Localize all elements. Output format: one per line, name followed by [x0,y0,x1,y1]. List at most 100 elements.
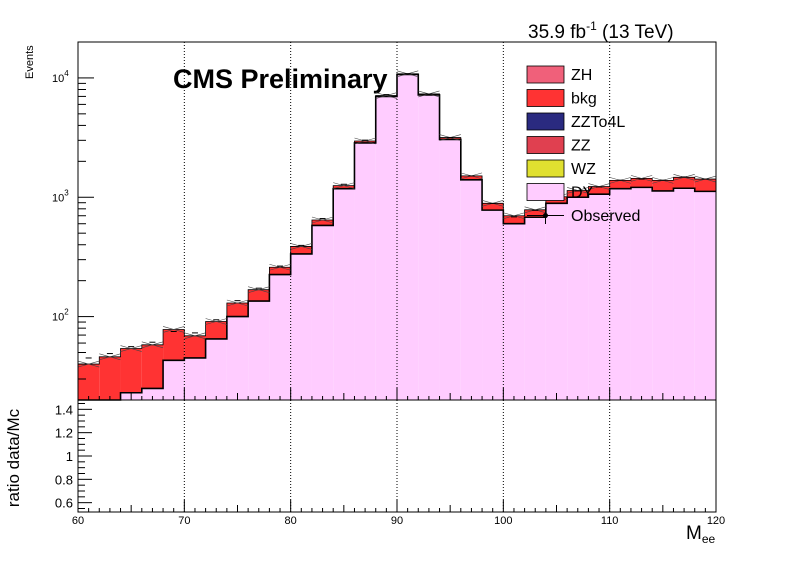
mc-uncertainty [354,137,376,145]
x-tick-label: 90 [391,515,403,527]
mc-uncertainty [290,243,313,250]
bkg-bar [673,177,695,189]
bkg-bar [99,356,121,400]
ratio-y-tick-label: 1 [66,449,73,464]
bkg-bar [652,180,674,191]
y-tick-label: 102 [52,308,69,324]
y-tick-label: 104 [52,69,69,85]
bkg-bar [120,348,142,393]
total-outline [78,73,716,365]
dy-bar [184,357,206,400]
dy-bar [375,96,397,400]
bkg-bar [141,344,164,389]
bkg-bar [354,140,376,143]
bottom-grid [183,400,611,512]
dy-bar [141,388,164,400]
bkg-bar [269,267,291,275]
mc-uncertainty [503,212,525,220]
legend-observed-marker [543,213,548,218]
ratio-y-tick-label: 1.2 [55,426,73,441]
x-tick-label: 120 [707,515,725,527]
mc-uncertainty [375,92,398,99]
bottom-axes: 60 70 80 90 100 110 120 0.6 0.8 1 1.2 1.4 [55,402,725,527]
bkg-bar [460,175,483,180]
bkg-bar [588,186,610,195]
dy-bar [439,139,461,400]
bkg-bar [226,302,249,317]
bkg-bar [184,335,206,358]
legend-swatch [526,112,565,131]
mc-uncertainty [226,299,249,307]
mc-uncertainty [248,286,270,293]
ratio-y-tick-label: 1.4 [55,402,73,417]
bkg-bar [482,203,504,211]
bkg-bar [333,185,355,189]
legend: ZH bkg ZZTo4L ZZ WZ DY Observed [526,65,640,225]
dy-bar [311,225,334,400]
x-axis-label: Mee [686,523,716,546]
mc-uncertainty [162,326,185,333]
legend-swatch [526,183,565,201]
mc-uncertainty [524,206,546,214]
dy-bar [354,142,376,400]
dy-bar [652,190,674,400]
legend-label: Observed [571,208,640,225]
dy-bar [524,217,546,400]
dy-bar [418,94,440,400]
legend-swatch [526,136,565,154]
mc-uncertainty [205,318,227,325]
bkg-bar [290,246,312,254]
mc-uncertainty [99,353,121,361]
mc-uncertainty [269,263,291,271]
mc-uncertainty [630,175,653,182]
legend-label: ZZTo4L [571,114,625,131]
bkg-bar [630,178,653,188]
dy-bar [588,194,610,400]
bottom-frame [77,399,717,513]
dy-bar [567,197,589,400]
observed-points [85,73,709,359]
legend-label: ZZ [571,138,591,155]
dy-bar [205,338,227,400]
dy-bar [630,187,653,400]
y-axis-label: Events [24,45,36,79]
mc-uncertainty [333,182,355,189]
bkg-bar [163,329,185,361]
x-tick-label: 80 [285,515,297,527]
ratio-y-tick-label: 0.6 [55,496,73,511]
dy-bar [545,203,568,400]
bkg-bar [524,209,546,218]
cms-preliminary-label: CMS Preliminary [173,64,388,94]
legend-label: bkg [571,91,597,108]
mc-uncertainty [311,216,334,224]
ratio-axis-label: ratio data/Mc [4,408,23,507]
dy-bar [226,316,249,400]
dy-bar [460,179,483,400]
legend-label: DY [571,185,594,202]
x-tick-label: 100 [494,515,512,527]
legend-swatch [526,65,565,84]
bkg-bar [205,321,227,339]
bkg-bar [439,137,461,140]
bkg-bar [694,179,716,192]
dy-bar [482,210,504,400]
legend-label: ZH [571,67,592,84]
dy-bar [269,274,291,400]
mc-uncertainty [184,332,206,340]
mc-uncertainty [141,341,164,349]
y-tick-label: 103 [52,188,69,204]
x-tick-label: 70 [178,515,190,527]
dy-bar [248,301,270,400]
lumi-label: 35.9 fb-1 (13 TeV) [528,19,674,43]
dy-bar [503,223,525,400]
legend-swatch [526,89,565,107]
bkg-bar [248,289,270,302]
bkg-bar [311,219,334,226]
dy-bar [673,188,695,400]
dy-bar [397,74,419,401]
bkg-bar [503,215,525,224]
dy-bar [163,360,185,400]
bkg-bar [78,364,100,400]
bkg-bar [567,190,589,198]
